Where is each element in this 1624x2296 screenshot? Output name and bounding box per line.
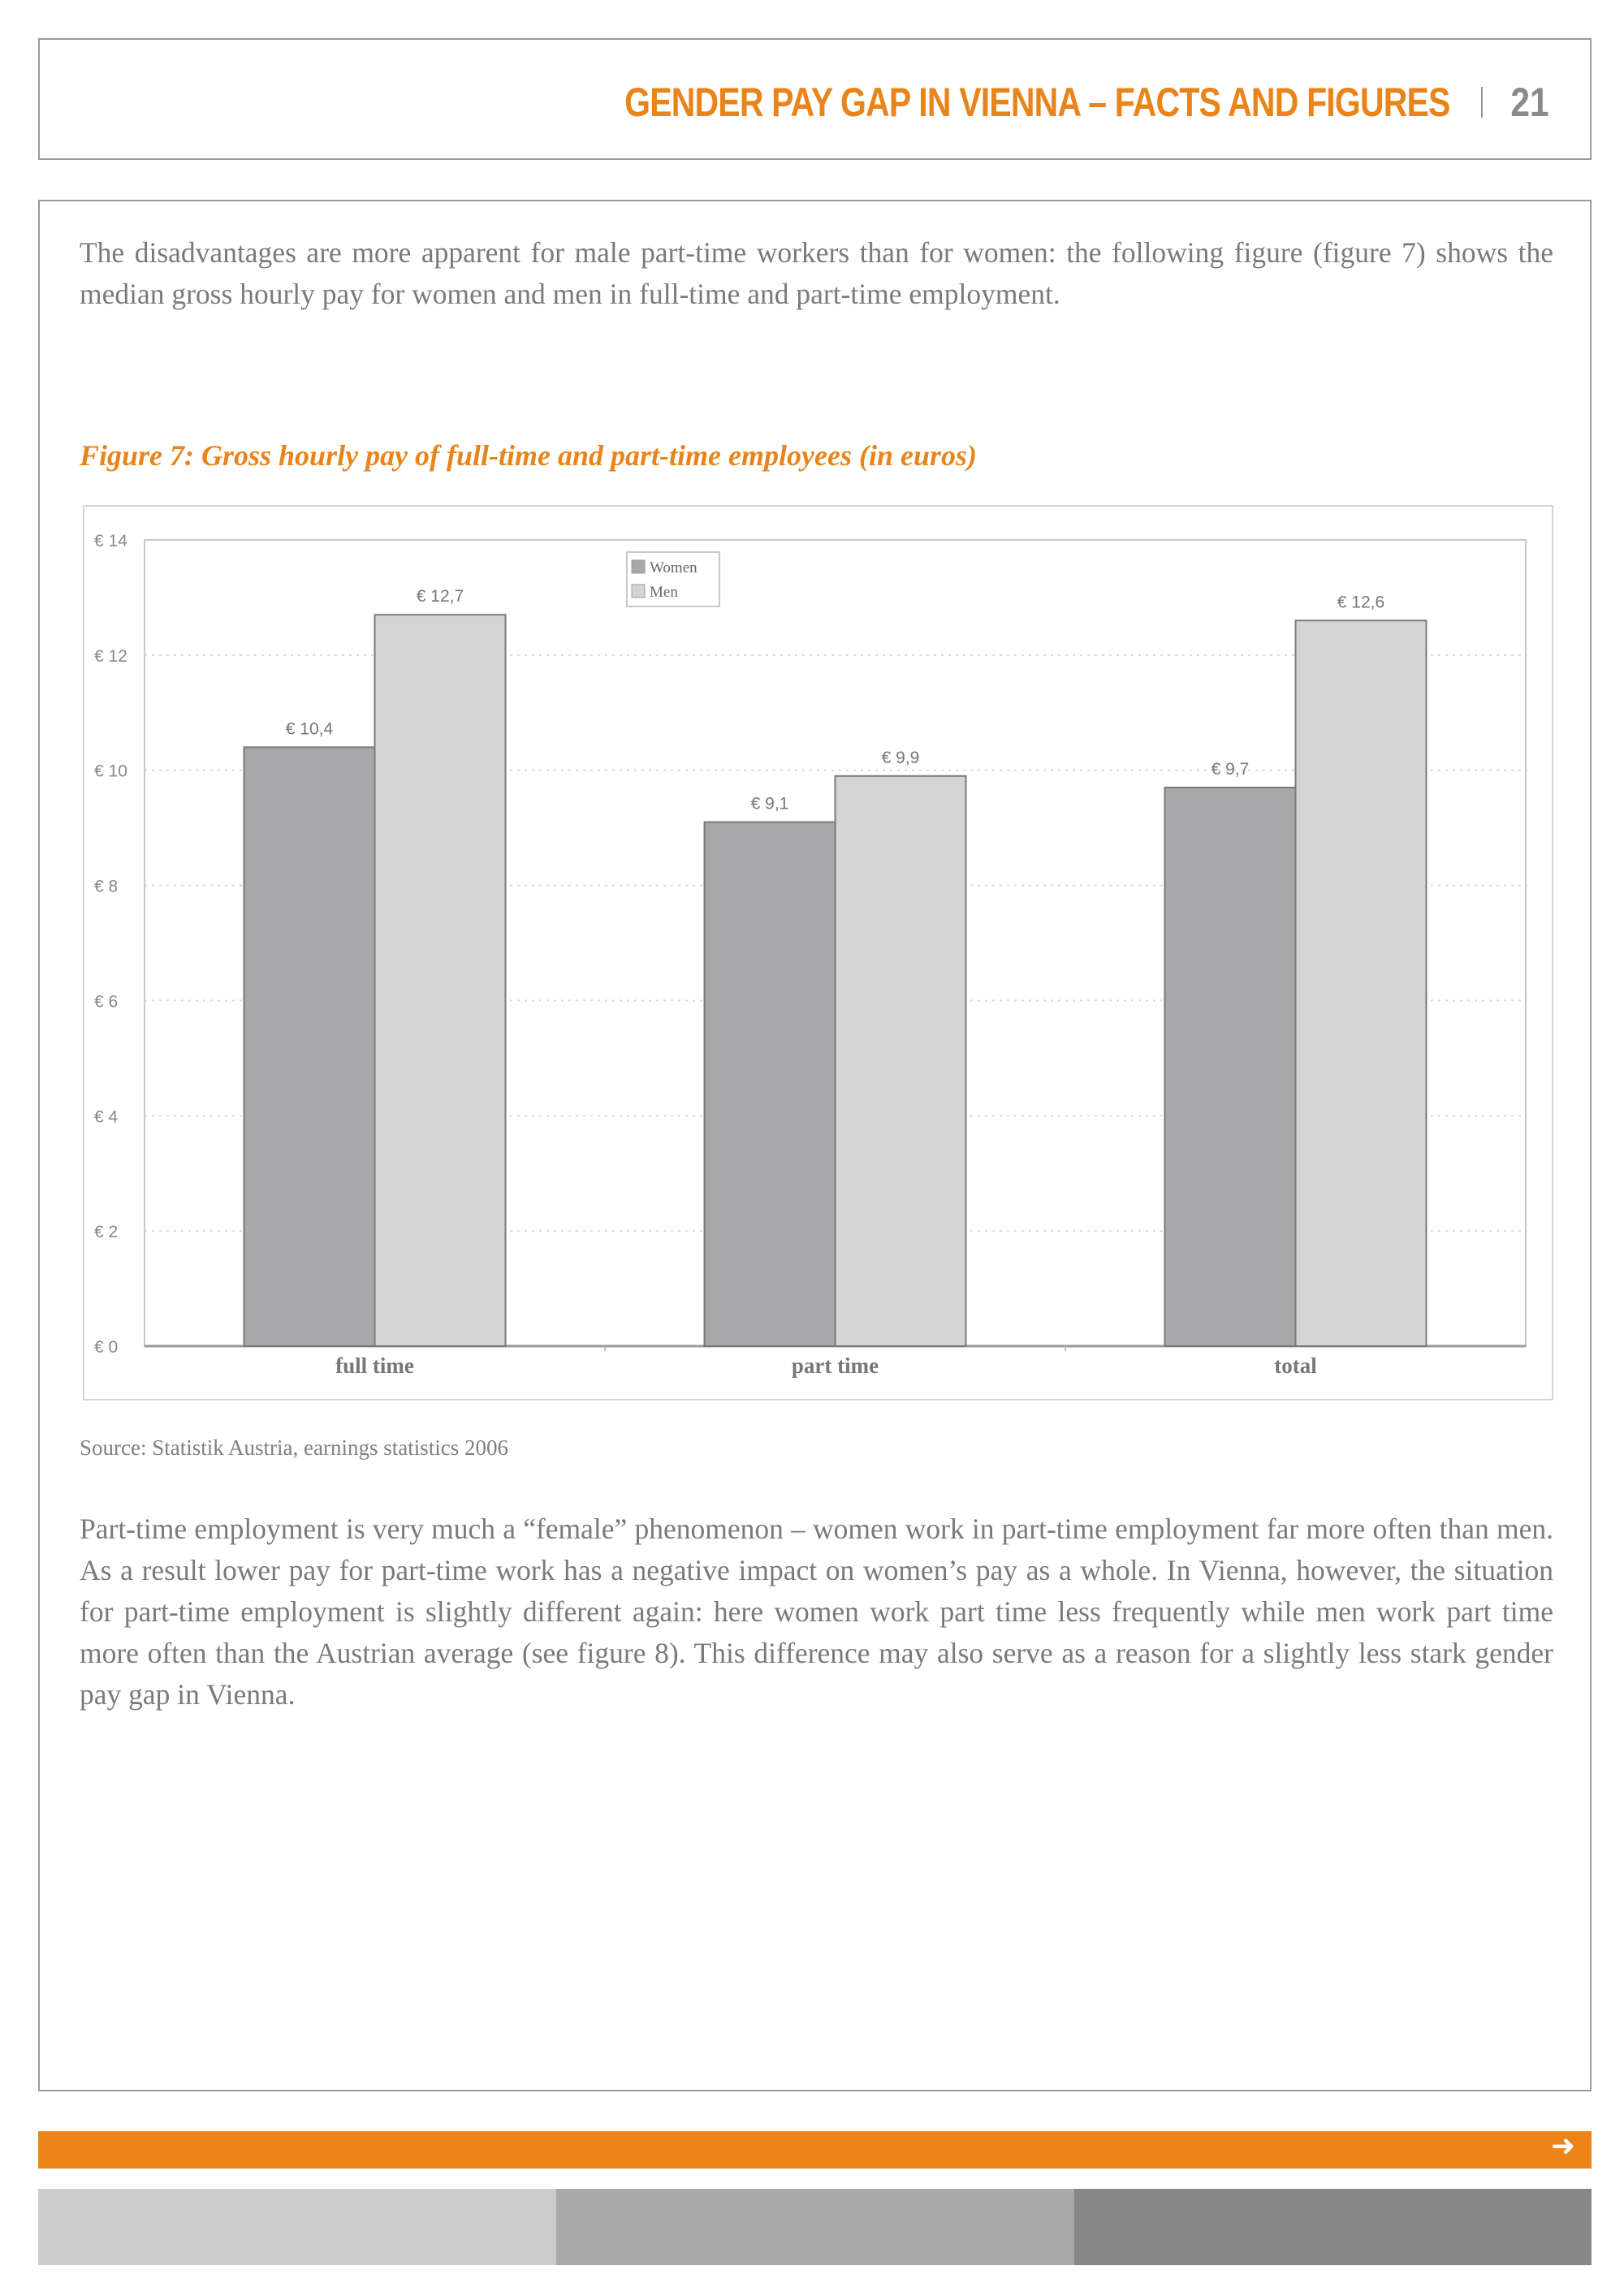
bar-men <box>374 614 507 1347</box>
legend-label: Women <box>650 559 698 576</box>
y-tick-label: € 12 <box>94 647 127 666</box>
data-label: € 9,9 <box>882 749 920 767</box>
chart-frame: € 0 € 2 € 4 € 6 € 8 € 10 € 12 € 14 € 10,4 € 12,7 f… <box>83 505 1553 1400</box>
arrow-right-icon[interactable]: ➜ <box>1550 2130 1575 2163</box>
bar-men <box>834 775 967 1347</box>
footer-orange-bar: ➜ <box>38 2130 1592 2169</box>
x-category-label: full time <box>335 1353 414 1378</box>
paragraph-intro: The disadvantages are more apparent for … <box>80 236 1553 310</box>
bar-men <box>1294 619 1427 1348</box>
bar-women <box>243 746 376 1348</box>
y-tick-label: € 10 <box>94 762 127 781</box>
y-tick-label: € 14 <box>94 532 127 550</box>
bar-chart: € 0 € 2 € 4 € 6 € 8 € 10 € 12 € 14 € 10,4 € 12,7 f… <box>94 532 1527 1378</box>
figure-caption: Figure 7: Gross hourly pay of full-time … <box>80 439 977 472</box>
content-box: The disadvantages are more apparent for … <box>38 200 1592 2091</box>
page-header: GENDER PAY GAP IN VIENNA – FACTS AND FIG… <box>38 38 1592 160</box>
bar-women <box>1164 786 1297 1347</box>
y-tick-label: € 0 <box>94 1338 118 1357</box>
data-label: € 12,7 <box>417 587 464 606</box>
legend-swatch-women <box>631 559 646 574</box>
data-label: € 9,1 <box>751 795 789 814</box>
x-category-label: part time <box>792 1353 879 1378</box>
y-tick-label: € 4 <box>94 1107 119 1126</box>
legend-swatch-men <box>631 584 646 598</box>
page-number: 21 <box>1510 80 1549 125</box>
figure-source: Source: Statistik Austria, earnings stat… <box>80 1435 508 1460</box>
data-label: € 12,6 <box>1337 593 1384 611</box>
footer-gray-bar-mid <box>556 2189 1074 2265</box>
running-title: GENDER PAY GAP IN VIENNA – FACTS AND FIG… <box>624 80 1451 125</box>
title-separator <box>1481 87 1483 118</box>
footer-gray-bar-dark <box>1074 2189 1592 2265</box>
paragraph-part-time: Part-time employment is very much a “fem… <box>80 1513 1553 1711</box>
y-tick-label: € 6 <box>94 992 118 1011</box>
x-category-label: total <box>1274 1353 1317 1378</box>
footer-gray-bar-light <box>38 2189 556 2265</box>
data-label: € 9,7 <box>1212 760 1250 779</box>
legend-label: Men <box>650 584 678 601</box>
bar-women <box>703 821 836 1347</box>
y-tick-label: € 2 <box>94 1223 118 1241</box>
y-tick-label: € 8 <box>94 878 118 896</box>
data-label: € 10,4 <box>286 719 334 738</box>
